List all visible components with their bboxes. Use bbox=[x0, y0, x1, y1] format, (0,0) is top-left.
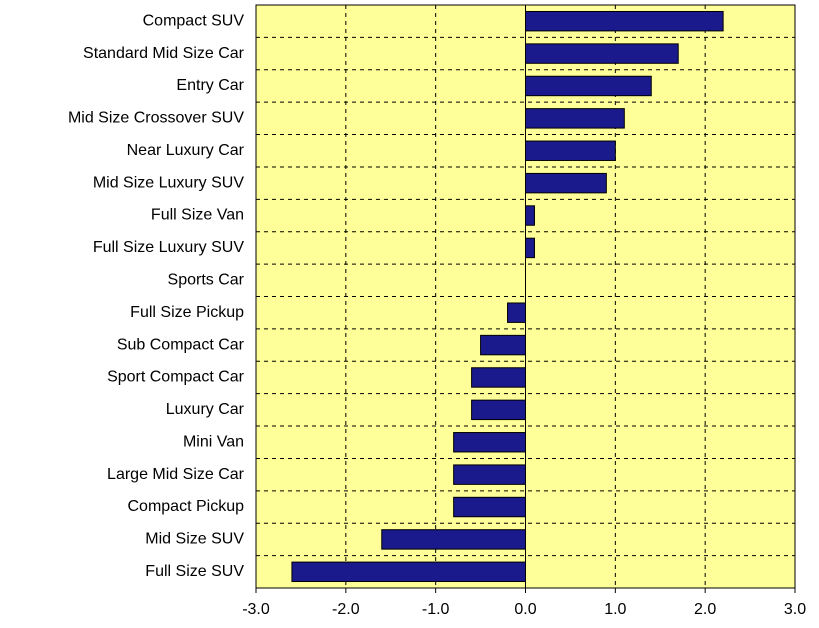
y-tick-label: Full Size Luxury SUV bbox=[93, 239, 244, 256]
bar bbox=[525, 140, 616, 161]
y-tick-label: Full Size SUV bbox=[145, 563, 244, 580]
bar bbox=[525, 205, 535, 226]
y-tick-label: Compact SUV bbox=[143, 12, 245, 29]
y-tick-label: Full Size Pickup bbox=[130, 304, 244, 321]
x-tick-label: -3.0 bbox=[242, 601, 270, 618]
x-tick-label: -2.0 bbox=[332, 601, 360, 618]
bar bbox=[507, 302, 526, 323]
bar bbox=[525, 108, 625, 129]
bar bbox=[291, 561, 526, 583]
x-tick-label: 1.0 bbox=[604, 601, 626, 618]
y-tick-label: Mid Size Crossover SUV bbox=[68, 110, 244, 127]
y-tick-label: Mini Van bbox=[183, 433, 244, 450]
bar bbox=[453, 432, 526, 453]
bar bbox=[471, 399, 527, 421]
y-tick-label: Near Luxury Car bbox=[127, 142, 245, 159]
y-tick-label: Standard Mid Size Car bbox=[83, 45, 245, 62]
y-tick-label: Entry Car bbox=[176, 77, 244, 94]
x-tick-label: -1.0 bbox=[422, 601, 450, 618]
bar bbox=[525, 43, 679, 64]
x-tick-label: 0.0 bbox=[514, 601, 536, 618]
y-tick-label: Sports Car bbox=[168, 272, 245, 289]
bar bbox=[525, 10, 724, 32]
bar bbox=[525, 237, 535, 259]
x-tick-label: 2.0 bbox=[694, 601, 716, 618]
y-tick-label: Mid Size SUV bbox=[145, 531, 244, 548]
x-tick-label: 3.0 bbox=[784, 601, 806, 618]
bar bbox=[453, 496, 526, 518]
bar bbox=[525, 172, 607, 194]
bar bbox=[525, 75, 652, 97]
y-tick-label: Mid Size Luxury SUV bbox=[93, 174, 244, 191]
y-tick-label: Luxury Car bbox=[166, 401, 245, 418]
y-tick-label: Sub Compact Car bbox=[117, 336, 245, 353]
bar bbox=[453, 464, 526, 485]
y-tick-label: Sport Compact Car bbox=[107, 369, 245, 386]
y-tick-label: Large Mid Size Car bbox=[107, 466, 245, 483]
y-tick-label: Full Size Van bbox=[151, 207, 244, 224]
bar bbox=[471, 367, 527, 388]
bar bbox=[480, 334, 527, 356]
y-tick-label: Compact Pickup bbox=[128, 498, 245, 515]
bar bbox=[381, 529, 526, 550]
